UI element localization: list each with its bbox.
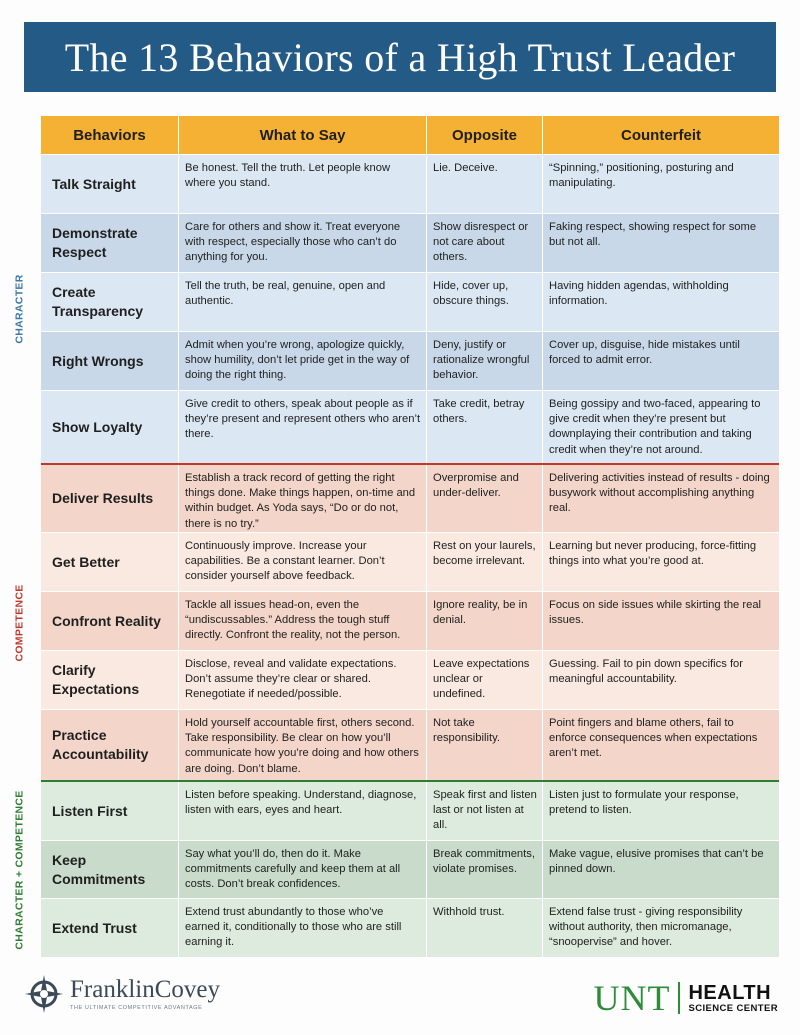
counterfeit-cell: Guessing. Fail to pin down specifics for… [543,651,779,709]
what-to-say-cell: Tell the truth, be real, genuine, open a… [179,273,427,331]
behavior-cell: Confront Reality [41,592,179,650]
behavior-cell: Talk Straight [41,155,179,213]
opposite-cell: Rest on your laurels, become irrelevant. [427,533,543,591]
behavior-cell: Get Better [41,533,179,591]
table-row: Practice Accountability Hold yourself ac… [41,709,779,780]
table-header: Behaviors What to Say Opposite Counterfe… [41,116,779,154]
what-to-say-cell: Give credit to others, speak about peopl… [179,391,427,463]
header-what-to-say: What to Say [179,116,427,154]
behavior-cell: Listen First [41,782,179,840]
counterfeit-cell: Cover up, disguise, hide mistakes until … [543,332,779,390]
table-row: Keep Commitments Say what you’ll do, the… [41,840,779,898]
opposite-cell: Take credit, betray others. [427,391,543,463]
counterfeit-cell: Extend false trust - giving responsibili… [543,899,779,957]
hsc-line2: SCIENCE CENTER [688,1002,778,1014]
opposite-cell: Deny, justify or rationalize wrongful be… [427,332,543,390]
table-row: Deliver Results Establish a track record… [41,463,779,532]
what-to-say-cell: Listen before speaking. Understand, diag… [179,782,427,840]
table-row: Listen First Listen before speaking. Und… [41,780,779,840]
what-to-say-cell: Establish a track record of getting the … [179,465,427,532]
counterfeit-cell: Point fingers and blame others, fail to … [543,710,779,780]
opposite-cell: Speak first and listen last or not liste… [427,782,543,840]
what-to-say-cell: Be honest. Tell the truth. Let people kn… [179,155,427,213]
opposite-cell: Withhold trust. [427,899,543,957]
side-label-competence: COMPETENCE [0,464,40,781]
side-label-both: CHARACTER + COMPETENCE [0,782,40,957]
side-label-character: CHARACTER [0,155,40,463]
counterfeit-cell: Focus on side issues while skirting the … [543,592,779,650]
table-row: Talk Straight Be honest. Tell the truth.… [41,154,779,213]
franklincovey-tagline: THE ULTIMATE COMPETITIVE ADVANTAGE [70,1005,203,1011]
what-to-say-cell: Care for others and show it. Treat every… [179,214,427,272]
what-to-say-cell: Admit when you’re wrong, apologize quick… [179,332,427,390]
what-to-say-cell: Extend trust abundantly to those who’ve … [179,899,427,957]
table-row: Clarify Expectations Disclose, reveal an… [41,650,779,709]
behavior-cell: Keep Commitments [41,841,179,898]
side-label-character-text: CHARACTER [14,274,27,344]
opposite-cell: Overpromise and under-deliver. [427,465,543,532]
side-label-competence-text: COMPETENCE [14,583,26,662]
counterfeit-cell: Learning but never producing, force-fitt… [543,533,779,591]
what-to-say-cell: Tackle all issues head-on, even the “und… [179,592,427,650]
logo-divider [678,982,681,1014]
table-row: Demonstrate Respect Care for others and … [41,213,779,272]
table-row: Confront Reality Tackle all issues head-… [41,591,779,650]
table-row: Right Wrongs Admit when you’re wrong, ap… [41,331,779,390]
opposite-cell: Not take responsibility. [427,710,543,780]
behavior-cell: Demonstrate Respect [41,214,179,272]
counterfeit-cell: Being gossipy and two-faced, appearing t… [543,391,779,463]
unt-hsc-logo: UNT HEALTH SCIENCE CENTER [593,978,778,1018]
what-to-say-cell: Say what you’ll do, then do it. Make com… [179,841,427,898]
behavior-cell: Practice Accountability [41,710,179,780]
what-to-say-cell: Disclose, reveal and validate expectatio… [179,651,427,709]
table-row: Create Transparency Tell the truth, be r… [41,272,779,331]
behavior-cell: Extend Trust [41,899,179,957]
opposite-cell: Ignore reality, be in denial. [427,592,543,650]
hsc-line1: HEALTH [688,981,772,1004]
header-counterfeit: Counterfeit [621,126,701,144]
behaviors-table: Behaviors What to Say Opposite Counterfe… [41,116,779,957]
what-to-say-cell: Hold yourself accountable first, others … [179,710,427,780]
behavior-cell: Create Transparency [41,273,179,331]
counterfeit-cell: Having hidden agendas, withholding infor… [543,273,779,331]
behavior-cell: Right Wrongs [41,332,179,390]
franklincovey-logo: FranklinCovey THE ULTIMATE COMPETITIVE A… [24,972,220,1016]
behavior-cell: Show Loyalty [41,391,179,463]
header-behaviors: Behaviors [41,116,179,154]
behavior-cell: Deliver Results [41,465,179,532]
behavior-cell: Clarify Expectations [41,651,179,709]
what-to-say-cell: Continuously improve. Increase your capa… [179,533,427,591]
opposite-cell: Show disrespect or not care about others… [427,214,543,272]
side-label-both-text: CHARACTER + COMPETENCE [14,789,26,950]
opposite-cell: Break commitments, violate promises. [427,841,543,898]
counterfeit-cell: Faking respect, showing respect for some… [543,214,779,272]
counterfeit-cell: “Spinning,” positioning, posturing and m… [543,155,779,213]
table-row: Get Better Continuously improve. Increas… [41,532,779,591]
franklincovey-name: FranklinCovey [70,976,220,1003]
counterfeit-cell: Listen just to formulate your response, … [543,782,779,840]
compass-icon [25,975,63,1013]
opposite-cell: Leave expectations unclear or undefined. [427,651,543,709]
unt-wordmark: UNT [593,978,671,1018]
page-title: The 13 Behaviors of a High Trust Leader [24,22,776,92]
opposite-cell: Hide, cover up, obscure things. [427,273,543,331]
header-opposite: Opposite [427,116,543,154]
table-row: Extend Trust Extend trust abundantly to … [41,898,779,957]
opposite-cell: Lie. Deceive. [427,155,543,213]
counterfeit-cell: Delivering activities instead of results… [543,465,779,532]
counterfeit-cell: Make vague, elusive promises that can’t … [543,841,779,898]
table-row: Show Loyalty Give credit to others, spea… [41,390,779,463]
